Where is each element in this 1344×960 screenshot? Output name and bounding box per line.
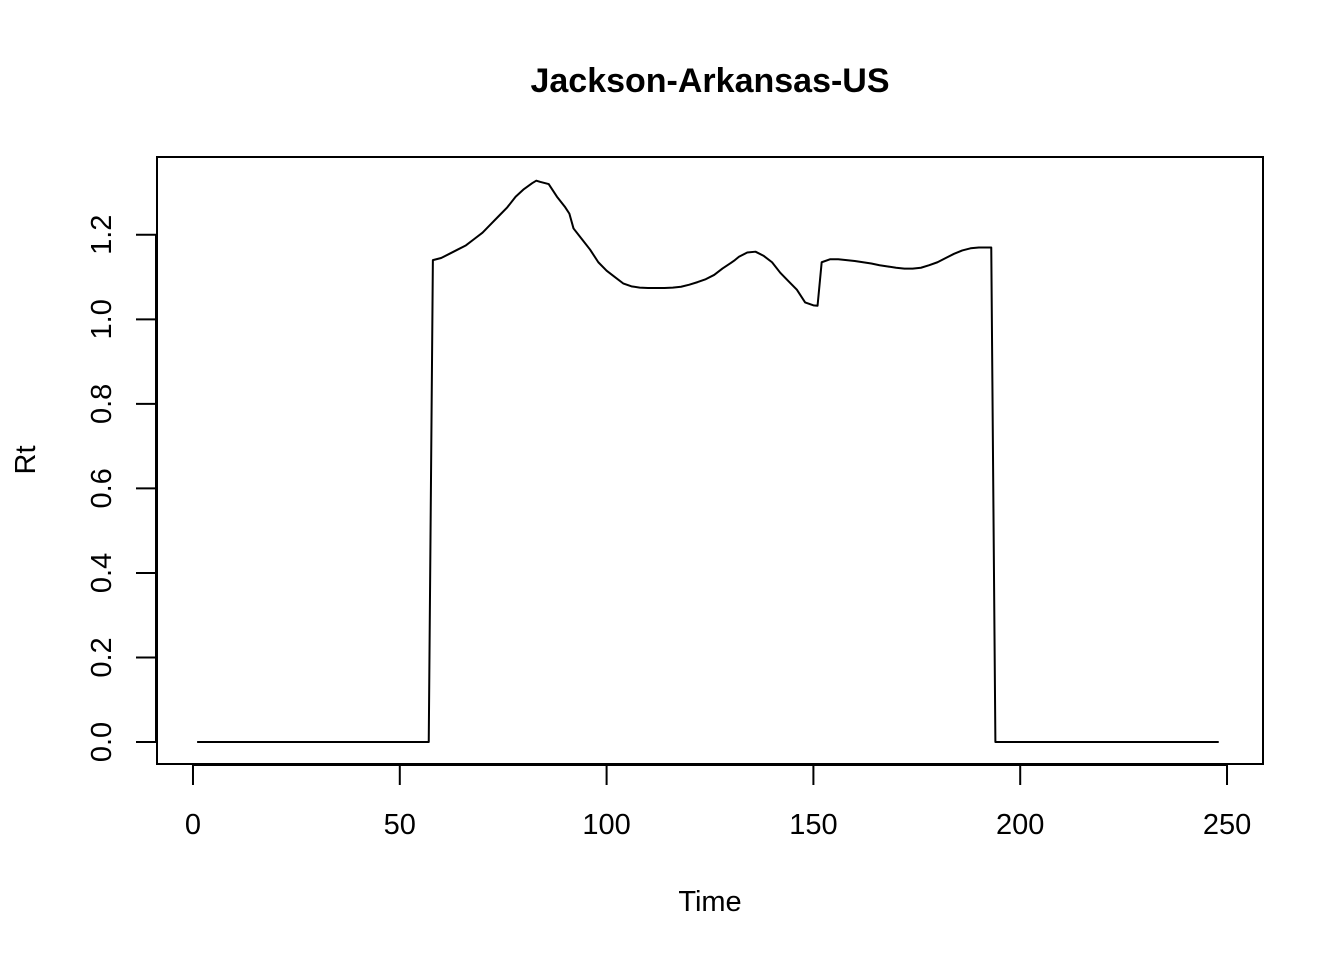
y-tick-label: 0.6 <box>86 468 118 508</box>
chart-title: Jackson-Arkansas-US <box>530 62 889 100</box>
y-axis-title: Rt <box>10 446 42 475</box>
plot-frame <box>156 156 1264 765</box>
x-axis: 0 50 100 150 200 250 <box>185 764 1251 841</box>
y-tick-label: 1.0 <box>86 299 118 339</box>
y-tick-label: 0.2 <box>86 637 118 677</box>
y-tick-label: 0.4 <box>86 553 118 593</box>
x-tick-label: 200 <box>996 809 1044 841</box>
y-tick-label: 1.2 <box>86 215 118 255</box>
series-layer <box>197 179 1219 744</box>
rt-series-line <box>197 179 1219 744</box>
y-tick-label: 0.0 <box>86 722 118 762</box>
y-axis: 0.0 0.2 0.4 0.6 0.8 1.0 1.2 <box>86 215 157 762</box>
x-tick-label: 250 <box>1203 809 1251 841</box>
x-tick-label: 150 <box>789 809 837 841</box>
x-axis-title: Time <box>678 886 741 918</box>
x-tick-label: 50 <box>384 809 416 841</box>
x-tick-label: 0 <box>185 809 201 841</box>
y-tick-label: 0.8 <box>86 384 118 424</box>
x-tick-label: 100 <box>582 809 630 841</box>
